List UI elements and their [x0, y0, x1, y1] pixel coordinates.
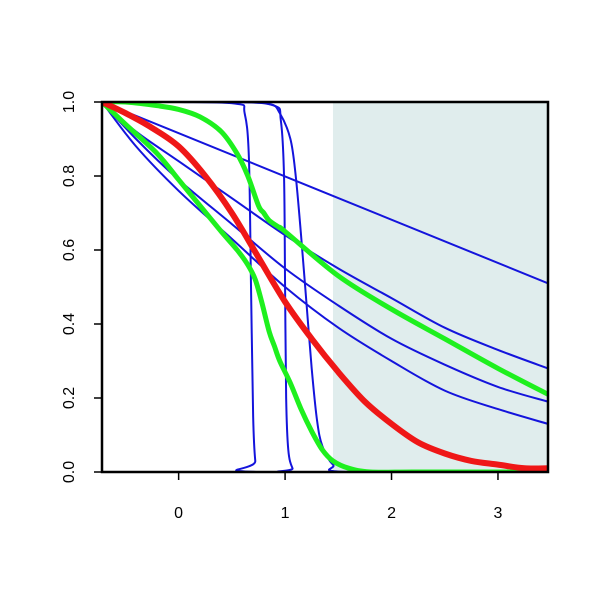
x-tick-label: 2 [387, 505, 396, 522]
series-line-blue-2 [102, 102, 548, 472]
axes-layer: 0 1 2 3 0.0 0.2 0.4 0.6 0.8 1.0 [61, 91, 550, 522]
series-line-blue-3 [102, 102, 548, 285]
series-line-green-8 [102, 102, 548, 472]
series-line-green-7 [102, 102, 548, 397]
y-tick-label: 0.0 [61, 461, 78, 483]
x-tick-label: 0 [174, 505, 183, 522]
y-tick-label: 0.8 [61, 165, 78, 187]
plot-layer [102, 102, 548, 472]
series-line-blue-5 [102, 102, 548, 403]
y-tick-label: 0.4 [61, 313, 78, 335]
y-tick-label: 0.6 [61, 239, 78, 261]
shaded-region [332, 102, 548, 472]
plot-frame [100, 100, 550, 474]
series-line-red-9 [102, 102, 548, 472]
x-tick-label: 3 [494, 505, 503, 522]
y-tick-label: 1.0 [61, 91, 78, 113]
y-tick-label: 0.2 [61, 387, 78, 409]
series-line-blue-6 [102, 102, 548, 425]
x-tick-label: 1 [281, 505, 290, 522]
